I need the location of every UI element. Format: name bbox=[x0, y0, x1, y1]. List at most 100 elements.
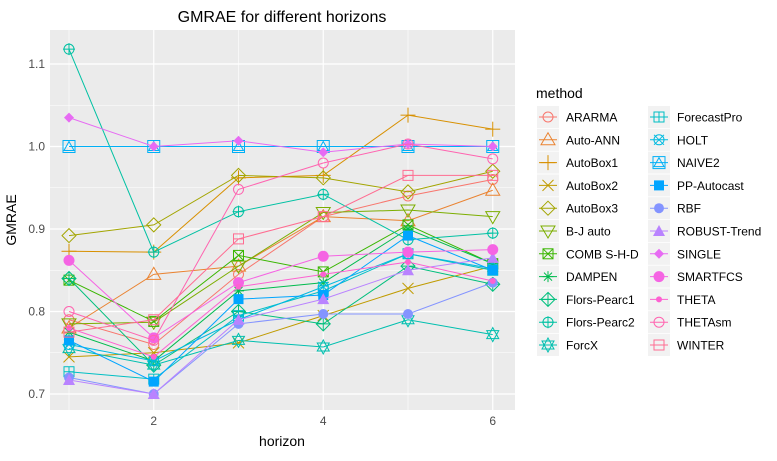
data-point bbox=[63, 373, 75, 385]
data-point bbox=[63, 43, 75, 56]
data-point bbox=[318, 147, 329, 158]
series-line bbox=[68, 228, 493, 362]
data-point bbox=[316, 338, 331, 356]
legend-key-icon bbox=[652, 156, 666, 170]
series-line bbox=[68, 117, 493, 153]
data-point bbox=[147, 346, 160, 359]
series-single bbox=[64, 112, 498, 158]
data-point bbox=[63, 351, 75, 363]
data-point bbox=[233, 135, 244, 146]
data-point bbox=[148, 141, 159, 152]
data-point bbox=[230, 260, 247, 275]
legend-label: Auto-ANN bbox=[566, 133, 620, 147]
legend-key-icon bbox=[541, 336, 555, 354]
legend-item-pp-autocast: PP-Autocast bbox=[648, 174, 744, 197]
data-point bbox=[150, 353, 157, 360]
data-point bbox=[403, 308, 413, 319]
x-tick-label: 6 bbox=[489, 414, 496, 428]
legend-label: THETA bbox=[677, 293, 715, 307]
legend-item-autobox2: AutoBox2 bbox=[537, 174, 618, 197]
series-line bbox=[68, 249, 493, 339]
data-point bbox=[405, 259, 411, 265]
series-line bbox=[68, 143, 493, 341]
data-point bbox=[487, 244, 499, 256]
series-b-j-auto bbox=[61, 204, 501, 332]
series-line bbox=[68, 261, 493, 358]
data-point bbox=[233, 233, 244, 245]
legend-label: DAMPEN bbox=[566, 270, 617, 284]
legend-key-icon bbox=[540, 225, 556, 239]
data-point bbox=[232, 313, 245, 325]
data-point bbox=[64, 335, 74, 346]
legend-label: ROBUST-Trend bbox=[677, 225, 761, 239]
data-point bbox=[485, 326, 500, 343]
legend-key-icon bbox=[654, 248, 664, 259]
legend-label: B-J auto bbox=[566, 225, 611, 239]
data-point bbox=[62, 140, 76, 153]
legend-item-flors-pearc2: Flors-Pearc2 bbox=[537, 311, 635, 334]
series-line bbox=[68, 174, 493, 333]
data-point bbox=[320, 271, 327, 278]
legend-label: SMARTFCS bbox=[677, 270, 743, 284]
legend-key-icon bbox=[540, 291, 556, 308]
legend-key-icon bbox=[542, 271, 554, 283]
legend-item-b-j-auto: B-J auto bbox=[537, 220, 611, 242]
data-point bbox=[487, 169, 499, 181]
data-point bbox=[400, 204, 416, 219]
legend-label: ARARMA bbox=[566, 111, 617, 125]
legend-key-icon bbox=[656, 296, 662, 303]
data-point bbox=[61, 227, 77, 244]
y-tick-label: 1.1 bbox=[28, 57, 45, 71]
legend-key-icon bbox=[542, 111, 554, 123]
legend-key-icon bbox=[653, 225, 665, 236]
x-tick-label: 2 bbox=[150, 414, 157, 428]
x-tick-label: 4 bbox=[320, 414, 327, 428]
data-point bbox=[230, 258, 247, 272]
data-point bbox=[145, 316, 162, 331]
legend-label: SINGLE bbox=[677, 247, 721, 261]
y-axis-label: GMRAE bbox=[3, 194, 19, 245]
series-line bbox=[68, 257, 493, 395]
legend-item-smartfcs: SMARTFCS bbox=[648, 265, 743, 288]
series-line bbox=[68, 48, 493, 253]
legend-key-icon bbox=[653, 339, 665, 351]
legend-label: Flors-Pearc2 bbox=[566, 316, 635, 330]
data-point bbox=[402, 169, 414, 181]
data-point bbox=[232, 205, 245, 218]
data-point bbox=[231, 332, 246, 349]
data-point bbox=[61, 270, 77, 287]
legend-item-comb-s-h-d: COMB S-H-D bbox=[537, 242, 639, 265]
legend-label: WINTER bbox=[677, 339, 725, 353]
legend-label: ForecastPro bbox=[677, 111, 743, 125]
legend-key-icon bbox=[542, 179, 554, 192]
legend-title: method bbox=[536, 85, 583, 101]
legend-label: PP-Autocast bbox=[677, 179, 744, 193]
series-thetasm bbox=[63, 138, 499, 346]
data-point bbox=[63, 314, 75, 326]
data-point bbox=[487, 141, 498, 152]
legend-label: COMB S-H-D bbox=[566, 247, 639, 261]
data-point bbox=[233, 183, 244, 195]
series-winter bbox=[63, 169, 499, 338]
legend-key-icon bbox=[540, 155, 556, 171]
legend-key-icon bbox=[653, 111, 665, 123]
legend-item-forcx: ForcX bbox=[537, 334, 598, 356]
data-point bbox=[317, 293, 330, 305]
legend: ARARMA Auto-ANN AutoBox1 AutoBox2 AutoBox3 B-… bbox=[537, 106, 761, 356]
legend-label: NAIVE2 bbox=[677, 156, 720, 170]
data-point bbox=[402, 264, 414, 276]
data-point bbox=[486, 227, 499, 240]
legend-label: RBF bbox=[677, 202, 701, 216]
data-point bbox=[146, 217, 162, 233]
legend-label: AutoBox3 bbox=[566, 202, 618, 216]
legend-item-robust-trend: ROBUST-Trend bbox=[648, 220, 761, 242]
series-line bbox=[68, 224, 493, 322]
data-point bbox=[63, 306, 75, 317]
legend-label: AutoBox1 bbox=[566, 156, 618, 170]
data-point bbox=[315, 316, 331, 332]
legend-item-autobox1: AutoBox1 bbox=[537, 151, 618, 174]
data-point bbox=[317, 157, 329, 169]
series-line bbox=[68, 209, 493, 325]
